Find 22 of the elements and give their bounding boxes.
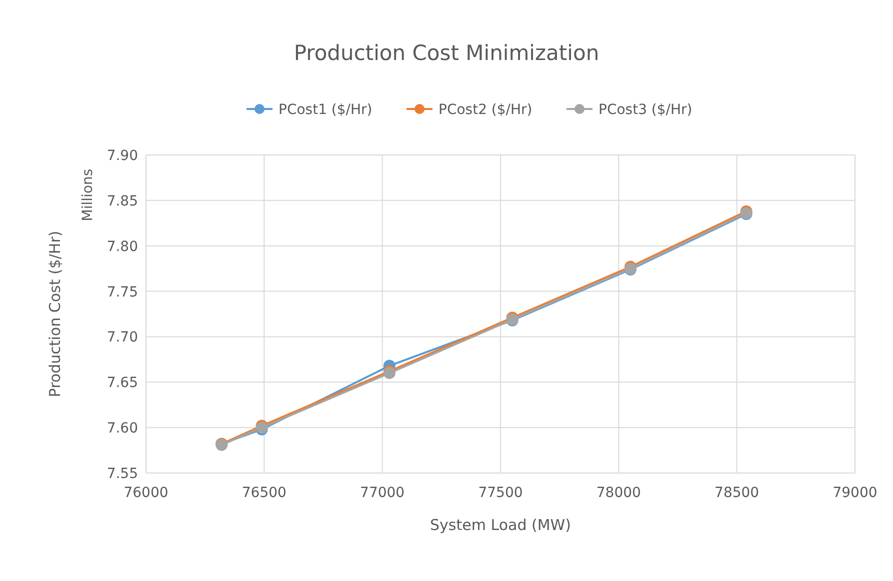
text: Millions [80, 168, 96, 222]
x-tick-label: 78000 [596, 485, 641, 501]
y-tick-label: 7.60 [106, 420, 138, 437]
x-tick-label: 76500 [242, 485, 286, 501]
x-tick-label: 77500 [478, 485, 523, 501]
y-tick-label: 7.65 [106, 375, 138, 392]
y-tick-label: 7.55 [106, 466, 138, 482]
y-tick-label: 7.70 [106, 330, 138, 346]
y-tick-label: 7.85 [106, 193, 138, 210]
x-tick-label: 79000 [832, 485, 878, 501]
y-tick-label: 7.90 [106, 148, 138, 164]
legend-label: PCost2 ($/Hr) [438, 102, 532, 118]
x-axis-title: System Load (MW) [430, 516, 571, 534]
y-tick-label: 7.80 [106, 238, 138, 255]
x-tick-label: 78500 [714, 485, 760, 501]
legend-label: PCost3 ($/Hr) [598, 102, 692, 118]
y-tick-label: 7.75 [106, 284, 138, 300]
x-tick-label: 77000 [360, 485, 405, 501]
legend-label: PCost1 ($/Hr) [278, 102, 372, 118]
y-axis-title: Production Cost ($/Hr) [46, 230, 64, 398]
x-tick-label: 76000 [124, 485, 168, 501]
chart-title: Production Cost Minimization [294, 41, 600, 65]
